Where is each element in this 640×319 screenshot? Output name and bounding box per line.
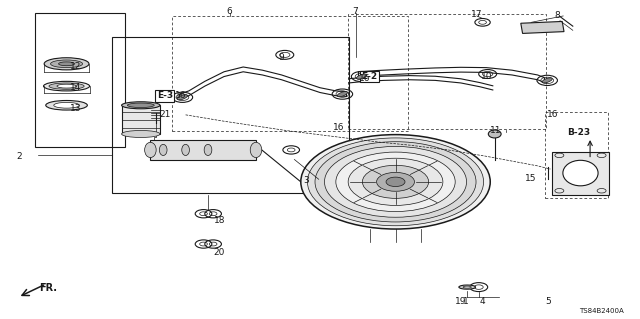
Text: 6: 6 bbox=[227, 7, 232, 16]
Text: 7: 7 bbox=[353, 7, 358, 16]
Ellipse shape bbox=[57, 84, 76, 88]
Text: 8: 8 bbox=[554, 11, 559, 20]
Text: E-2: E-2 bbox=[362, 72, 378, 81]
Text: 9: 9 bbox=[279, 53, 284, 62]
Circle shape bbox=[315, 142, 476, 222]
Circle shape bbox=[336, 152, 455, 211]
Ellipse shape bbox=[44, 81, 90, 91]
Ellipse shape bbox=[54, 102, 79, 108]
Ellipse shape bbox=[49, 83, 84, 89]
Text: 21: 21 bbox=[159, 110, 171, 119]
Text: 18: 18 bbox=[214, 216, 225, 225]
Bar bbox=[35, 13, 125, 147]
Text: 17: 17 bbox=[471, 10, 483, 19]
Ellipse shape bbox=[122, 130, 160, 137]
Circle shape bbox=[386, 177, 405, 187]
Ellipse shape bbox=[337, 92, 348, 97]
Text: 19: 19 bbox=[455, 297, 467, 306]
Text: 16: 16 bbox=[547, 110, 559, 119]
Circle shape bbox=[376, 172, 415, 191]
Ellipse shape bbox=[542, 78, 552, 83]
Text: B-23: B-23 bbox=[567, 128, 590, 137]
Bar bbox=[552, 152, 609, 195]
Text: 16: 16 bbox=[359, 74, 371, 83]
Ellipse shape bbox=[459, 285, 476, 289]
Bar bbox=[172, 16, 408, 131]
Text: TS84B2400A: TS84B2400A bbox=[579, 308, 624, 314]
Circle shape bbox=[307, 138, 484, 226]
Text: FR.: FR. bbox=[39, 283, 57, 293]
Text: 2: 2 bbox=[17, 152, 22, 161]
Text: 10: 10 bbox=[481, 72, 492, 81]
Ellipse shape bbox=[59, 62, 74, 66]
Ellipse shape bbox=[488, 130, 501, 138]
Text: E-3: E-3 bbox=[157, 91, 173, 100]
Text: 5: 5 bbox=[546, 297, 551, 306]
Ellipse shape bbox=[122, 102, 160, 109]
Ellipse shape bbox=[44, 58, 89, 70]
Ellipse shape bbox=[46, 100, 87, 110]
Bar bbox=[545, 112, 608, 198]
Text: 15: 15 bbox=[525, 174, 537, 183]
Circle shape bbox=[348, 158, 443, 205]
Text: 1: 1 bbox=[463, 297, 468, 306]
Ellipse shape bbox=[563, 160, 598, 186]
Bar bbox=[348, 14, 546, 129]
Ellipse shape bbox=[250, 142, 262, 158]
Ellipse shape bbox=[463, 286, 472, 288]
Ellipse shape bbox=[204, 144, 212, 155]
Text: 11: 11 bbox=[490, 126, 502, 135]
Ellipse shape bbox=[127, 103, 154, 108]
Text: 13: 13 bbox=[70, 104, 81, 113]
Ellipse shape bbox=[159, 144, 167, 155]
Text: 14: 14 bbox=[70, 83, 81, 92]
Ellipse shape bbox=[182, 144, 189, 155]
Bar bbox=[521, 21, 564, 33]
Bar bbox=[150, 140, 256, 160]
Text: 16: 16 bbox=[175, 91, 186, 100]
Text: 3: 3 bbox=[303, 176, 308, 185]
Ellipse shape bbox=[356, 74, 367, 79]
Circle shape bbox=[301, 135, 490, 229]
Text: 12: 12 bbox=[70, 63, 81, 71]
Bar bbox=[112, 37, 349, 193]
Ellipse shape bbox=[177, 95, 188, 100]
Circle shape bbox=[362, 165, 429, 198]
Text: 16: 16 bbox=[333, 123, 345, 132]
Bar bbox=[122, 105, 160, 134]
Text: 4: 4 bbox=[479, 297, 484, 306]
Text: 20: 20 bbox=[214, 248, 225, 256]
Ellipse shape bbox=[51, 60, 83, 68]
Circle shape bbox=[324, 146, 467, 217]
Ellipse shape bbox=[145, 142, 156, 158]
